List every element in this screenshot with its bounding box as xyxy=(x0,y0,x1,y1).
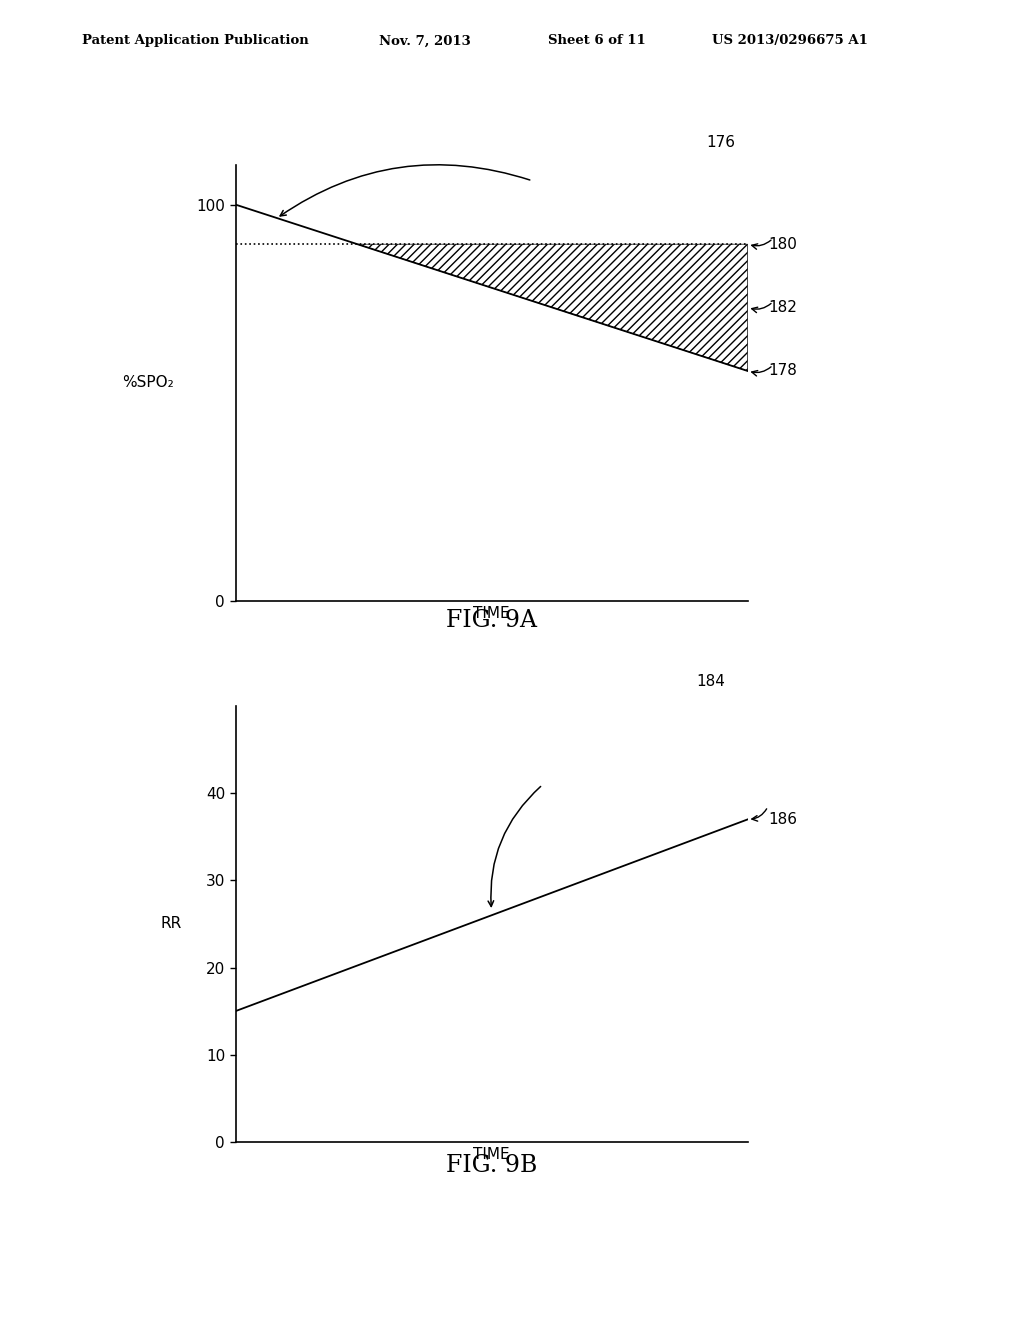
Text: 186: 186 xyxy=(768,812,797,826)
Y-axis label: %SPO₂: %SPO₂ xyxy=(122,375,173,391)
Text: Nov. 7, 2013: Nov. 7, 2013 xyxy=(379,34,471,48)
Text: 178: 178 xyxy=(768,363,797,379)
X-axis label: TIME: TIME xyxy=(473,1147,510,1163)
Text: Sheet 6 of 11: Sheet 6 of 11 xyxy=(548,34,645,48)
Text: Patent Application Publication: Patent Application Publication xyxy=(82,34,308,48)
Text: US 2013/0296675 A1: US 2013/0296675 A1 xyxy=(712,34,867,48)
Text: 182: 182 xyxy=(768,300,797,315)
Text: 184: 184 xyxy=(696,673,725,689)
Text: FIG. 9B: FIG. 9B xyxy=(445,1154,538,1177)
X-axis label: TIME: TIME xyxy=(473,606,510,622)
Text: 176: 176 xyxy=(707,135,735,150)
Text: 180: 180 xyxy=(768,236,797,252)
Text: FIG. 9A: FIG. 9A xyxy=(446,609,537,632)
Y-axis label: RR: RR xyxy=(161,916,181,932)
